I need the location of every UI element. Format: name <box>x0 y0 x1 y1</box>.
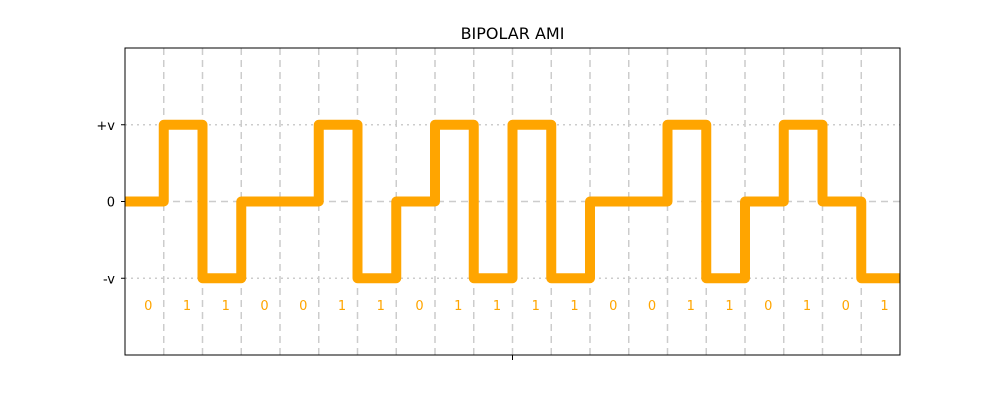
bit-labels: 0 1 1 0 0 1 1 0 1 1 1 1 0 0 1 1 0 1 0 1 <box>144 299 889 314</box>
y-tick-label: +v <box>96 119 115 134</box>
bit-label: 1 <box>454 299 462 314</box>
bit-label: 1 <box>570 299 578 314</box>
bit-label: 1 <box>493 299 501 314</box>
signal-layer <box>125 119 900 284</box>
bit-label: 0 <box>415 299 423 314</box>
bit-label: 0 <box>260 299 268 314</box>
bit-label: 1 <box>222 299 230 314</box>
bit-label: 1 <box>338 299 346 314</box>
bit-label: 1 <box>687 299 695 314</box>
bit-label: 0 <box>648 299 656 314</box>
y-axis-ticks: +v 0 -v <box>96 119 125 287</box>
bit-label: 1 <box>725 299 733 314</box>
chart-title: BIPOLAR AMI <box>461 24 565 43</box>
bit-label: 1 <box>803 299 811 314</box>
bit-label: 0 <box>299 299 307 314</box>
bit-label: 0 <box>144 299 152 314</box>
y-tick-label: 0 <box>107 196 115 211</box>
signal-line <box>125 119 900 284</box>
y-tick-label: -v <box>103 272 115 287</box>
bit-label: 1 <box>183 299 191 314</box>
bit-label: 0 <box>609 299 617 314</box>
bit-label: 1 <box>377 299 385 314</box>
bit-label: 1 <box>880 299 888 314</box>
bit-label: 0 <box>842 299 850 314</box>
bit-label: 0 <box>764 299 772 314</box>
bit-label: 1 <box>532 299 540 314</box>
